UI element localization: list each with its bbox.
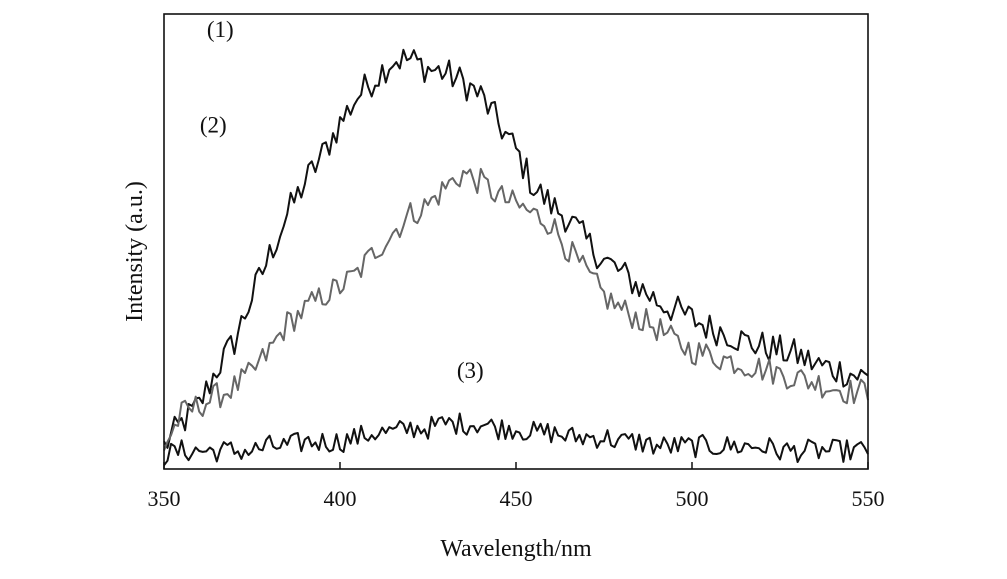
- plot-frame: [163, 13, 869, 470]
- x-tick-label: 450: [500, 486, 533, 511]
- x-tick-label: 500: [676, 486, 709, 511]
- series-line-3: [163, 412, 869, 466]
- x-tick-label: 350: [148, 486, 181, 511]
- x-axis-title: Wavelength/nm: [440, 536, 592, 562]
- x-tick-label: 550: [852, 486, 885, 511]
- x-tick-label: 400: [324, 486, 357, 511]
- series-line-2: [163, 167, 869, 451]
- series-line-1: [163, 48, 869, 449]
- y-axis-title: Intensity (a.u.): [122, 181, 148, 322]
- x-axis: 350 400 450 500 550: [148, 462, 885, 511]
- series-label-3: (3): [457, 358, 484, 383]
- series-labels: (1) (2) (3): [200, 17, 484, 383]
- series-label-2: (2): [200, 112, 227, 137]
- series-label-1: (1): [207, 17, 234, 42]
- series-layer: [163, 48, 869, 466]
